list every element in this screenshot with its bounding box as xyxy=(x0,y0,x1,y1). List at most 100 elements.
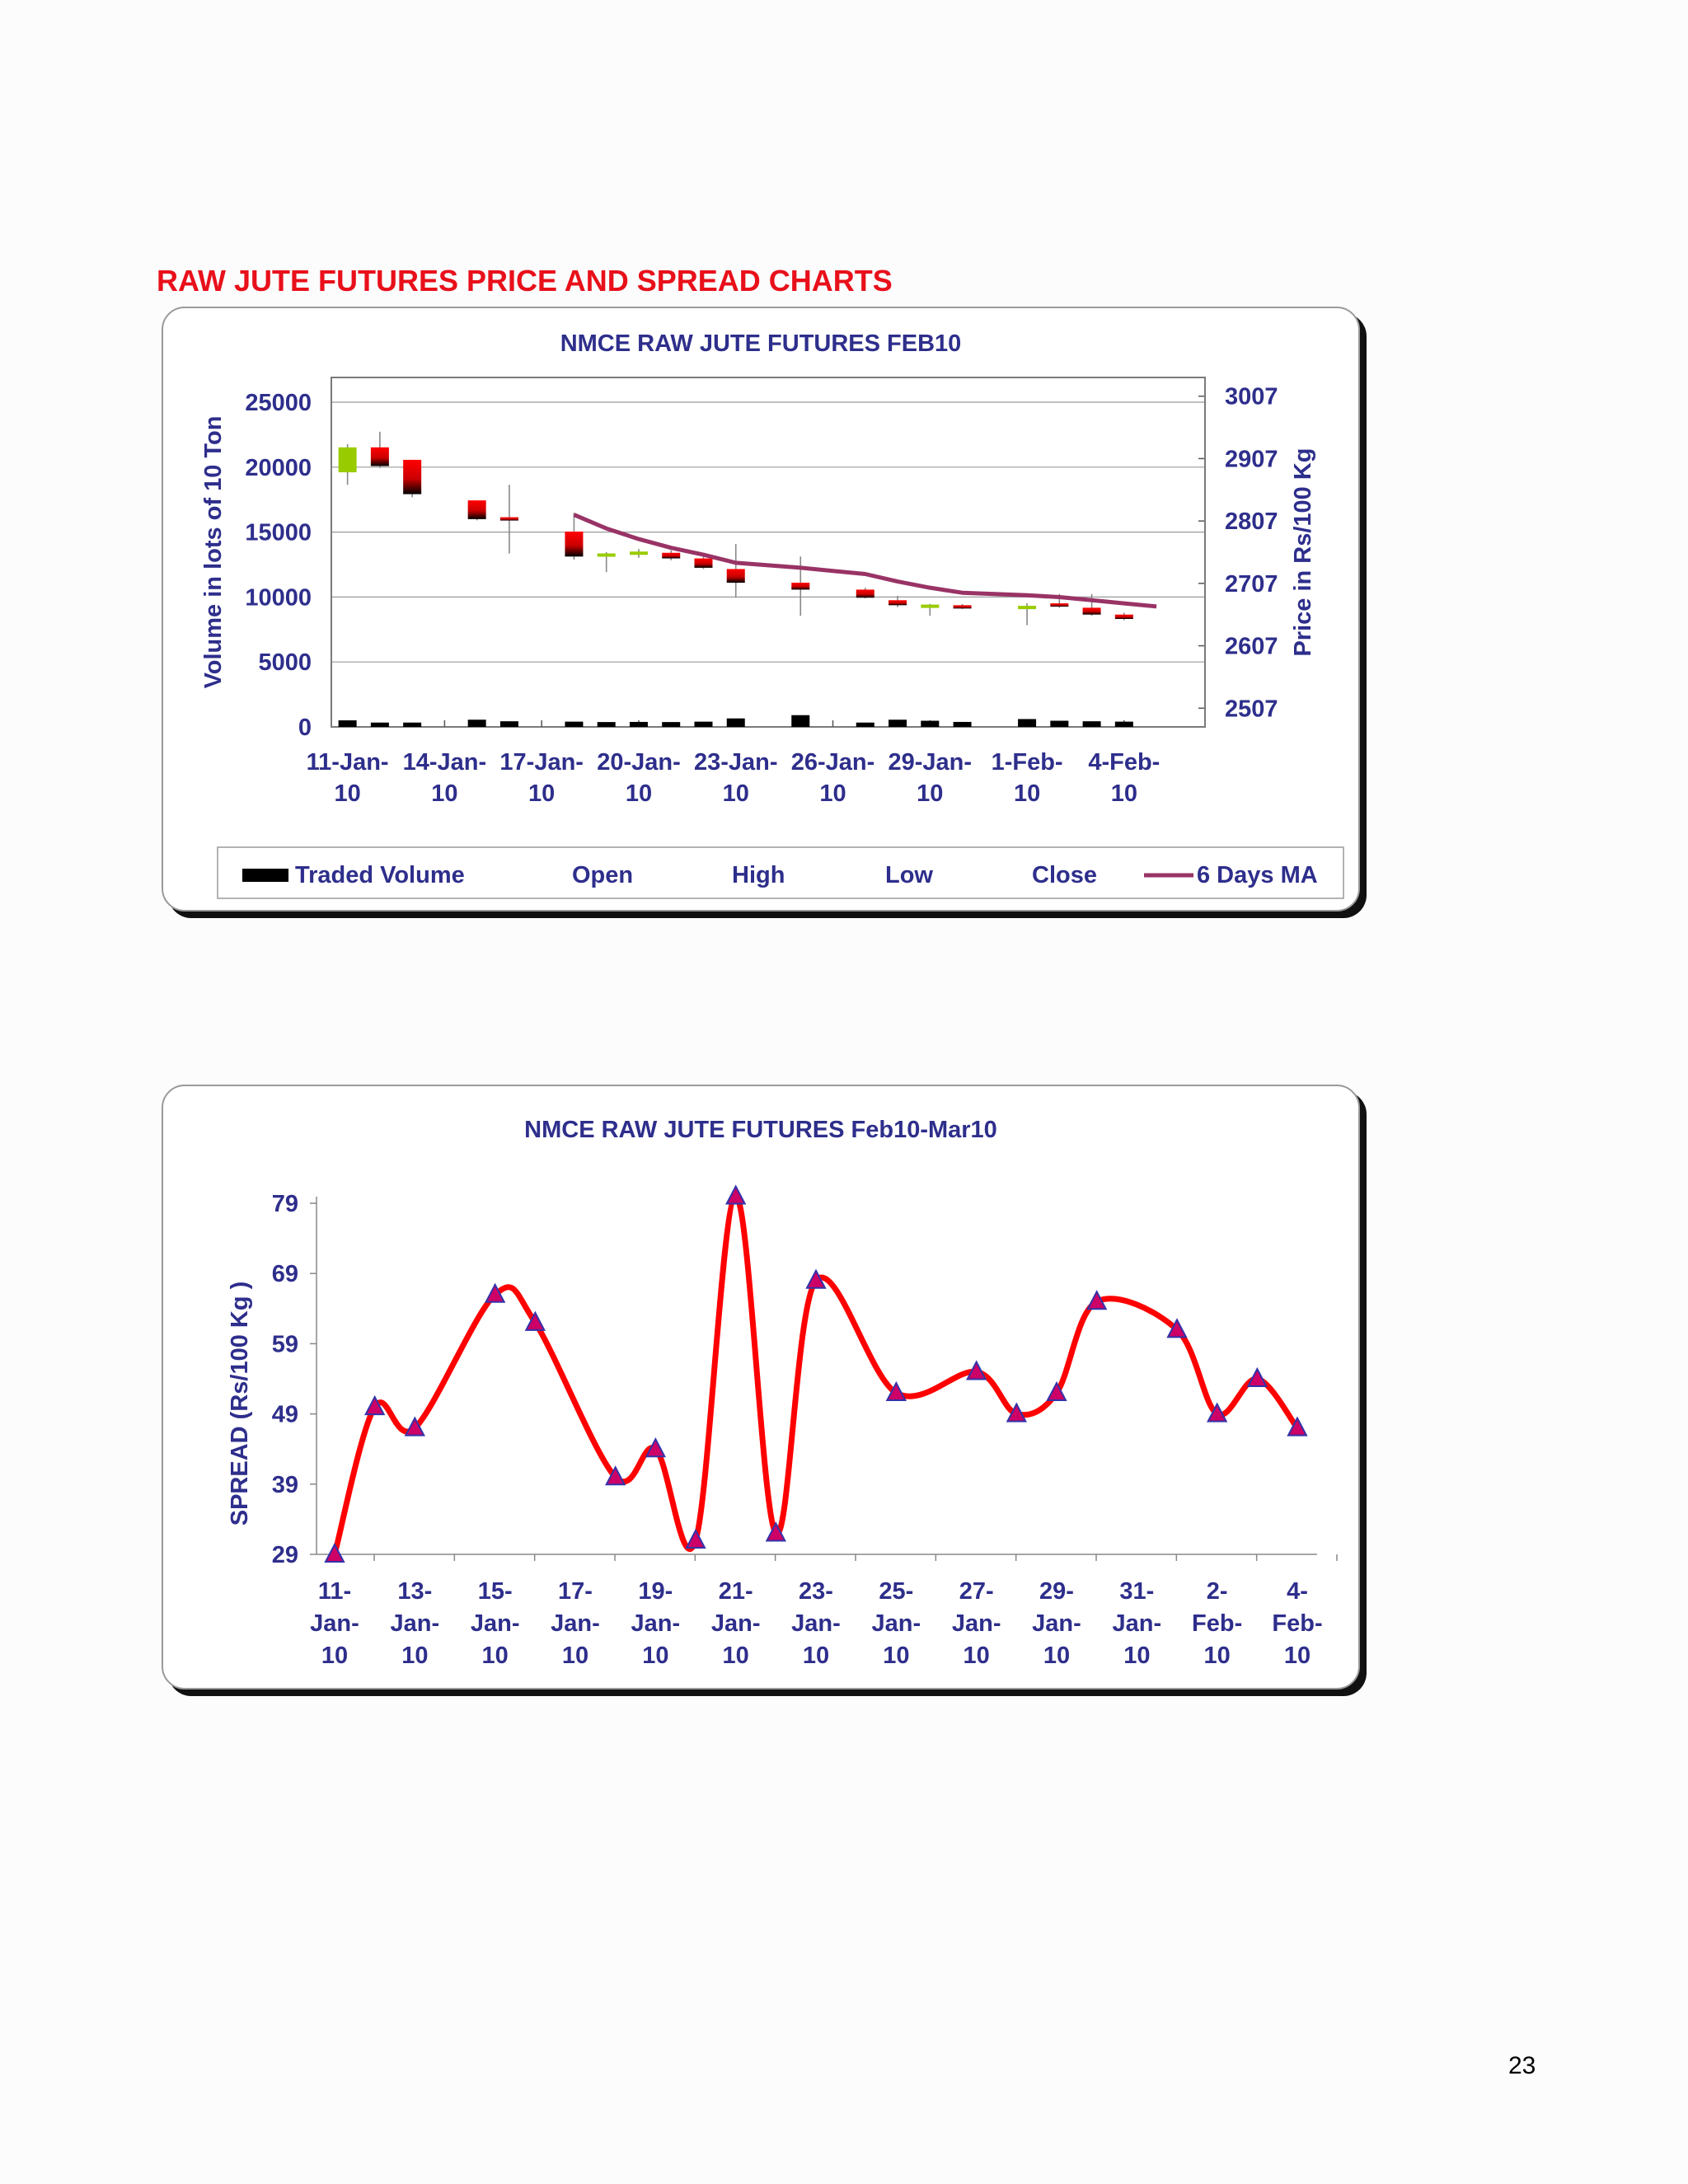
candle-up xyxy=(921,604,940,608)
x-tick-label: 10 xyxy=(1043,1643,1070,1669)
x-tick-label: 10 xyxy=(803,1643,829,1669)
y-left-tick-label: 15000 xyxy=(245,520,312,546)
data-point-marker xyxy=(1166,1318,1188,1338)
volume-bar xyxy=(921,720,940,727)
candle-down xyxy=(856,589,874,598)
y-left-tick-label: 10000 xyxy=(245,584,312,611)
legend-label: Open xyxy=(572,862,633,888)
x-tick-label: Jan- xyxy=(711,1610,761,1637)
y-right-tick-label: 2707 xyxy=(1225,571,1278,598)
spread-line xyxy=(331,1193,1300,1555)
legend-label: High xyxy=(732,862,785,888)
volume-bar xyxy=(953,721,972,727)
volume-bar xyxy=(597,722,616,727)
data-point-marker xyxy=(1207,1402,1228,1422)
x-tick-label: Jan- xyxy=(391,1610,440,1637)
candle-down xyxy=(499,517,518,521)
x-tick-label: Jan- xyxy=(872,1610,921,1637)
y-left-tick-label: 0 xyxy=(298,715,312,741)
y-tick-label: 69 xyxy=(272,1261,298,1287)
x-tick-label: 10 xyxy=(562,1643,588,1669)
x-tick-label: Jan- xyxy=(551,1610,600,1637)
legend-label: 6 Days MA xyxy=(1197,862,1318,888)
y-tick-label: 39 xyxy=(272,1472,298,1498)
candle-down xyxy=(1114,614,1133,620)
x-tick-label: 10 xyxy=(1123,1643,1150,1669)
candle-up xyxy=(597,553,616,557)
chart-title: NMCE RAW JUTE FUTURES Feb10-Mar10 xyxy=(524,1117,997,1143)
x-tick-label: Jan- xyxy=(1113,1610,1162,1637)
data-point-marker xyxy=(765,1521,786,1542)
x-tick-label: 13- xyxy=(397,1578,432,1605)
x-tick-label: 17- xyxy=(558,1578,593,1605)
y-axis-label: SPREAD (Rs/100 Kg ) xyxy=(227,1282,253,1526)
x-tick-label: 1-Feb- xyxy=(992,749,1063,776)
candle-down xyxy=(467,500,486,519)
x-tick-label: 29-Jan- xyxy=(889,749,973,776)
x-tick-label: Jan- xyxy=(631,1610,681,1637)
x-tick-label: 10 xyxy=(1284,1643,1311,1669)
y-tick-label: 79 xyxy=(272,1191,298,1217)
data-point-marker xyxy=(1006,1402,1027,1422)
x-tick-label: 10 xyxy=(917,780,943,807)
volume-bar xyxy=(1050,720,1069,727)
volume-bar xyxy=(1082,721,1101,727)
volume-bar xyxy=(370,722,389,727)
data-point-marker xyxy=(1046,1380,1067,1402)
x-tick-label: 10 xyxy=(1204,1643,1231,1669)
x-tick-label: Feb- xyxy=(1272,1610,1322,1637)
volume-bar xyxy=(1114,721,1133,727)
y-tick-label: 29 xyxy=(272,1542,298,1568)
data-point-marker xyxy=(805,1268,827,1289)
moving-average-line xyxy=(573,513,1157,609)
volume-bar xyxy=(889,719,907,727)
volume-bar xyxy=(565,721,584,727)
x-tick-label: 11-Jan- xyxy=(307,749,389,776)
y-right-tick-label: 2907 xyxy=(1225,446,1278,472)
x-tick-label: 10 xyxy=(626,780,652,807)
plot-area xyxy=(331,377,1206,728)
candle-down xyxy=(662,552,681,559)
spread-chart-panel: NMCE RAW JUTE FUTURES Feb10-Mar10 29 39 49 5… xyxy=(162,1085,1360,1690)
volume-bar xyxy=(694,721,713,727)
x-tick-label: 4-Feb- xyxy=(1088,749,1160,776)
x-tick-label: Jan- xyxy=(791,1610,841,1637)
x-tick-label: 10 xyxy=(528,780,555,807)
y-left-axis-label: Volume in lots of 10 Ton xyxy=(200,416,227,689)
x-tick-label: 23- xyxy=(799,1578,833,1605)
data-point-marker xyxy=(1287,1416,1308,1436)
volume-bar xyxy=(726,718,745,727)
candle-down xyxy=(953,605,972,609)
volume-bar xyxy=(403,722,422,727)
data-point-marker xyxy=(966,1360,987,1380)
x-tick-label: 10 xyxy=(401,1643,428,1669)
data-point-marker xyxy=(364,1394,386,1416)
page-heading: RAW JUTE FUTURES PRICE AND SPREAD CHARTS xyxy=(157,264,893,298)
x-tick-label: 10 xyxy=(321,1643,348,1669)
data-point-marker xyxy=(524,1310,546,1331)
x-tick-label: 2- xyxy=(1207,1578,1228,1605)
y-left-tick-label: 5000 xyxy=(258,649,312,676)
data-point-marker xyxy=(404,1416,425,1436)
x-tick-label: 10 xyxy=(819,780,846,807)
candle-down xyxy=(565,532,584,557)
y-left-tick-label: 20000 xyxy=(245,455,312,481)
data-point-marker xyxy=(485,1282,506,1303)
y-right-tick-label: 3007 xyxy=(1225,384,1278,410)
price-chart-panel: NMCE RAW JUTE FUTURES FEB10 0 5000 10000 150… xyxy=(162,307,1360,912)
volume-bar xyxy=(791,715,810,727)
y-right-tick-label: 2807 xyxy=(1225,509,1278,535)
x-tick-label: Jan- xyxy=(471,1610,520,1637)
x-tick-label: 23-Jan- xyxy=(694,749,778,776)
x-tick-label: 20-Jan- xyxy=(597,749,681,776)
x-tick-label: 10 xyxy=(723,780,749,807)
candle-down xyxy=(889,600,907,606)
x-tick-label: 10 xyxy=(431,780,457,807)
x-tick-label: 19- xyxy=(638,1578,673,1605)
x-tick-label: 31- xyxy=(1119,1578,1154,1605)
volume-bar xyxy=(629,721,648,727)
legend-label: Traded Volume xyxy=(295,862,465,888)
x-tick-label: 27- xyxy=(959,1578,994,1605)
x-tick-label: 15- xyxy=(478,1578,513,1605)
legend-label: Close xyxy=(1032,862,1097,888)
